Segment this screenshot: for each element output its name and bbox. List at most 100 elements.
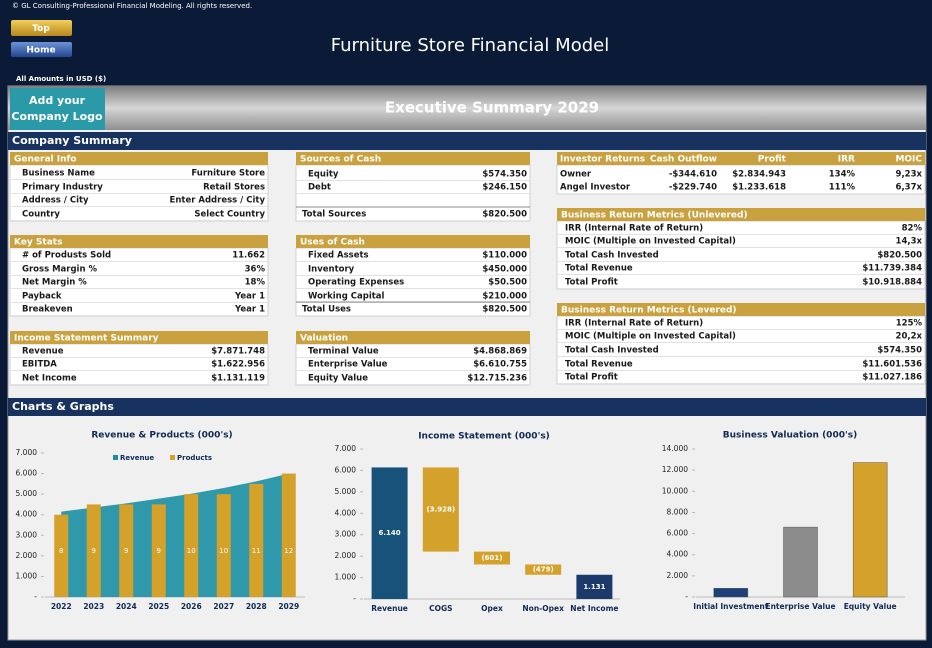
bar <box>371 467 408 599</box>
data-label: (601) <box>481 554 502 562</box>
legend-swatch <box>170 455 175 460</box>
bar <box>474 551 510 565</box>
row-value: $11.027.186 <box>862 373 922 383</box>
chart-title: Business Valuation (000's) <box>723 431 857 441</box>
row-value: $11.601.536 <box>862 360 922 370</box>
row-value: $1.131.119 <box>211 374 265 384</box>
logo-text: Company Logo <box>11 110 103 123</box>
revenue-area <box>61 473 289 597</box>
page-title: Furniture Store Financial Model <box>331 35 609 56</box>
column-header: Profit <box>758 155 787 165</box>
table-header <box>296 235 530 248</box>
row-label: IRR (Internal Rate of Return) <box>565 224 703 234</box>
x-tick-label: Initial Investment <box>693 602 768 611</box>
row-label: Gross Margin % <box>22 265 97 275</box>
total-label: Total Uses <box>302 305 351 315</box>
y-tick-label: 7.000 <box>16 448 38 457</box>
total-label: Total Sources <box>302 210 366 220</box>
home-button[interactable] <box>11 42 72 57</box>
table-title: Income Statement Summary <box>14 334 159 344</box>
table-header <box>10 152 268 165</box>
column-header: MOIC <box>895 155 922 165</box>
row-value: $210.000 <box>482 292 527 302</box>
row-value: $1.622.956 <box>211 360 265 370</box>
table-header <box>557 208 925 221</box>
cell: 111% <box>829 183 856 193</box>
x-tick-label: 2023 <box>83 602 104 611</box>
x-tick-label: 2029 <box>278 602 299 611</box>
table-header <box>557 152 925 165</box>
data-label: (479) <box>533 566 554 574</box>
row-value: $820.500 <box>877 251 922 261</box>
y-tick-label: 5.000 <box>335 487 357 496</box>
y-tick-label: 1.000 <box>335 573 357 582</box>
cell: 9,23x <box>896 170 923 180</box>
table-body <box>556 315 926 385</box>
data-label: 8 <box>59 547 63 555</box>
row-label: # of Produsts Sold <box>22 251 111 261</box>
legend-label: Products <box>177 454 212 462</box>
y-tick-label: 4.000 <box>16 510 38 519</box>
legend-swatch <box>113 455 118 460</box>
column-header: Cash Outflow <box>650 155 717 165</box>
row-label: Country <box>22 210 60 220</box>
section-bar <box>8 398 926 416</box>
data-label: 6.140 <box>379 529 401 537</box>
table-title: Uses of Cash <box>300 238 365 248</box>
copyright: © GL Consulting-Professional Financial M… <box>12 2 252 10</box>
row-value: $6.610.755 <box>473 360 527 370</box>
cell: -$344.610 <box>669 170 717 180</box>
bar <box>249 483 264 597</box>
bar <box>525 564 562 575</box>
y-tick-label: - <box>34 592 37 601</box>
data-label: 1.131 <box>583 583 605 591</box>
row-value: $574.350 <box>482 170 527 180</box>
x-tick-label: 2025 <box>148 602 169 611</box>
y-tick-label: 10.000 <box>662 486 688 495</box>
table-title: Business Return Metrics (Levered) <box>561 306 737 316</box>
x-tick-label: Non-Opex <box>522 604 564 613</box>
bar <box>119 504 134 597</box>
data-label: 9 <box>92 547 96 555</box>
data-label: 9 <box>124 547 128 555</box>
total-value: $820.500 <box>482 305 527 315</box>
table-body <box>295 343 531 386</box>
y-tick-label: 6.000 <box>335 465 357 474</box>
table-header <box>296 331 530 344</box>
row-label: Total Cash Invested <box>565 251 659 261</box>
row-label: Address / City <box>22 196 89 206</box>
bar <box>576 574 613 599</box>
row-value: $11.739.384 <box>862 264 922 274</box>
table-title: Key Stats <box>14 238 62 248</box>
home-button-label[interactable]: Home <box>26 46 55 56</box>
bar <box>422 467 459 552</box>
top-button-label[interactable]: Top <box>32 24 50 34</box>
cell: 6,37x <box>896 183 923 193</box>
bar <box>216 494 231 597</box>
row-value: Year 1 <box>234 292 265 302</box>
cell: 134% <box>829 170 856 180</box>
top-button[interactable] <box>11 20 72 36</box>
row-value: $110.000 <box>482 251 527 261</box>
logo-box <box>10 88 105 130</box>
y-tick-label: 12.000 <box>662 465 688 474</box>
row-label: Net Income <box>22 374 77 384</box>
y-tick-label: 2.000 <box>16 551 38 560</box>
row-value: Year 1 <box>234 305 265 315</box>
y-tick-label: 7.000 <box>335 444 357 453</box>
row-label: Operating Expenses <box>308 278 404 288</box>
column-header: Investor Returns <box>560 155 645 165</box>
table-title: Business Return Metrics (Unlevered) <box>561 211 748 221</box>
x-tick-label: Opex <box>481 604 503 613</box>
row-value: 18% <box>245 278 266 288</box>
row-label: IRR (Internal Rate of Return) <box>565 319 703 329</box>
row-label: MOIC (Multiple on Invested Capital) <box>565 237 736 247</box>
row-label: Inventory <box>308 265 355 275</box>
row-label: MOIC (Multiple on Invested Capital) <box>565 332 736 342</box>
data-label: 11 <box>252 547 261 555</box>
cell: -$229.740 <box>669 183 717 193</box>
row-label: Total Revenue <box>565 360 633 370</box>
row-value: 125% <box>896 319 923 329</box>
bar <box>151 504 166 597</box>
